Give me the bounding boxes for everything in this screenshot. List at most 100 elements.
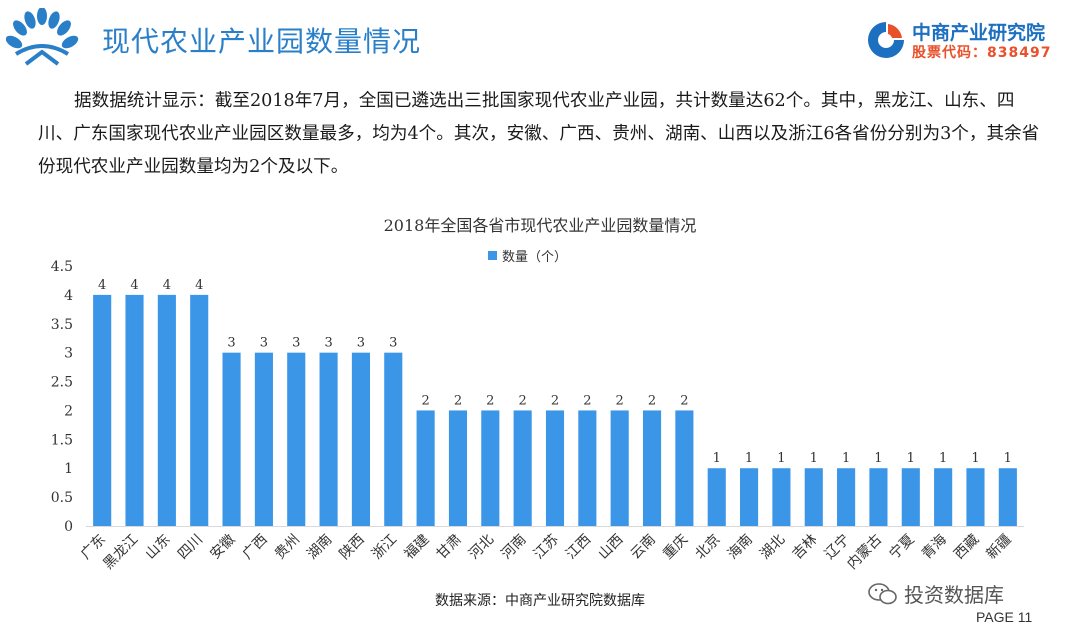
bar (998, 468, 1017, 526)
x-tick-label: 云南 (628, 532, 659, 563)
bar (319, 352, 338, 526)
bar (416, 410, 435, 526)
y-tick-label: 1 (64, 461, 73, 477)
page-number: PAGE 11 (976, 609, 1033, 625)
wechat-account: 投资数据库 (868, 579, 1004, 608)
brand-stock-code: 股票代码：838497 (912, 45, 1052, 61)
y-tick-label: 4.5 (51, 259, 73, 275)
data-label: 2 (421, 393, 429, 408)
x-tick-label: 重庆 (660, 532, 691, 563)
x-tick-label: 福建 (401, 532, 432, 563)
data-label: 3 (389, 336, 397, 351)
legend-swatch (488, 251, 497, 260)
x-tick-label: 湖南 (304, 532, 335, 563)
data-label: 3 (227, 336, 235, 351)
brand: 中商产业研究院 股票代码：838497 (866, 18, 1066, 64)
data-label: 4 (195, 278, 203, 293)
y-tick-label: 2.5 (51, 375, 73, 391)
data-label: 1 (939, 451, 947, 466)
data-label: 3 (357, 336, 365, 351)
x-tick-label: 黑龙江 (100, 532, 141, 573)
x-tick-label: 内蒙古 (844, 532, 885, 573)
bar (772, 468, 791, 526)
data-source: 数据来源：中商产业研究院数据库 (435, 593, 645, 609)
bar (545, 410, 565, 526)
bar (448, 410, 468, 526)
x-tick-label: 山东 (143, 532, 174, 563)
data-label: 2 (519, 393, 527, 408)
legend-label: 数量（个） (502, 250, 568, 265)
x-tick-label: 北京 (692, 532, 723, 563)
y-tick-label: 2 (64, 403, 73, 419)
brand-logo-icon (868, 22, 904, 58)
data-label: 2 (616, 393, 624, 408)
bar (901, 468, 920, 526)
bar (934, 468, 953, 526)
bar (610, 410, 629, 526)
bar (707, 468, 726, 526)
y-tick-label: 1.5 (51, 432, 73, 448)
x-tick-label: 山西 (595, 532, 626, 563)
x-tick-label: 广西 (240, 532, 271, 563)
bar (481, 410, 500, 526)
y-tick-label: 0 (64, 519, 73, 535)
data-label: 4 (98, 278, 106, 293)
data-label: 1 (907, 451, 915, 466)
wechat-label: 投资数据库 (904, 583, 1004, 607)
bar (351, 352, 370, 526)
data-label: 4 (163, 278, 171, 293)
chart-legend: 数量（个） (488, 246, 567, 265)
x-tick-label: 浙江 (369, 532, 400, 563)
data-label: 4 (130, 278, 138, 293)
page-title: 现代农业产业园数量情况 (102, 25, 422, 58)
bar (254, 352, 273, 526)
summary-paragraph: 据数据统计显示：截至2018年7月，全国已遴选出三批国家现代农业产业园，共计数量… (38, 91, 1040, 177)
bar (125, 294, 144, 526)
bar (222, 352, 241, 526)
data-label: 3 (260, 336, 268, 351)
bar (869, 468, 888, 526)
x-tick-label: 江苏 (531, 532, 562, 563)
bar (837, 468, 856, 526)
data-label: 1 (842, 451, 850, 466)
x-tick-label: 陕西 (337, 532, 368, 563)
x-tick-label: 吉林 (789, 532, 820, 563)
data-label: 1 (713, 451, 721, 466)
y-tick-label: 3.5 (51, 317, 73, 333)
x-tick-label: 海南 (725, 532, 756, 563)
x-tick-label: 青海 (919, 532, 950, 563)
data-label: 1 (971, 451, 979, 466)
data-label: 2 (583, 393, 591, 408)
bar (578, 410, 597, 526)
y-tick-label: 0.5 (51, 490, 73, 506)
bar (642, 410, 662, 526)
data-label: 2 (486, 393, 494, 408)
x-tick-label: 河北 (466, 532, 497, 563)
y-tick-label: 3 (64, 346, 73, 362)
data-label: 2 (454, 393, 462, 408)
x-tick-label: 甘肃 (434, 532, 465, 563)
bar (93, 294, 112, 526)
bar (384, 352, 403, 526)
bar (513, 410, 532, 526)
data-label: 3 (292, 336, 300, 351)
chart-title: 2018年全国各省市现代农业产业园数量情况 (383, 216, 697, 235)
data-label: 1 (745, 451, 753, 466)
bar (190, 294, 209, 526)
bar (740, 468, 759, 526)
wechat-icon (868, 582, 897, 604)
data-label: 2 (551, 393, 559, 408)
x-tick-label: 安徽 (207, 532, 238, 563)
data-label: 1 (874, 451, 882, 466)
x-tick-label: 宁夏 (886, 531, 918, 563)
data-label: 2 (648, 393, 656, 408)
x-tick-label: 西藏 (951, 532, 982, 563)
brand-name: 中商产业研究院 (912, 22, 1046, 44)
wheat-logo-icon (6, 8, 79, 66)
data-label: 1 (1004, 451, 1012, 466)
data-label: 1 (810, 451, 818, 466)
x-tick-label: 湖北 (757, 532, 788, 563)
data-label: 3 (324, 336, 332, 351)
bar (966, 468, 985, 526)
